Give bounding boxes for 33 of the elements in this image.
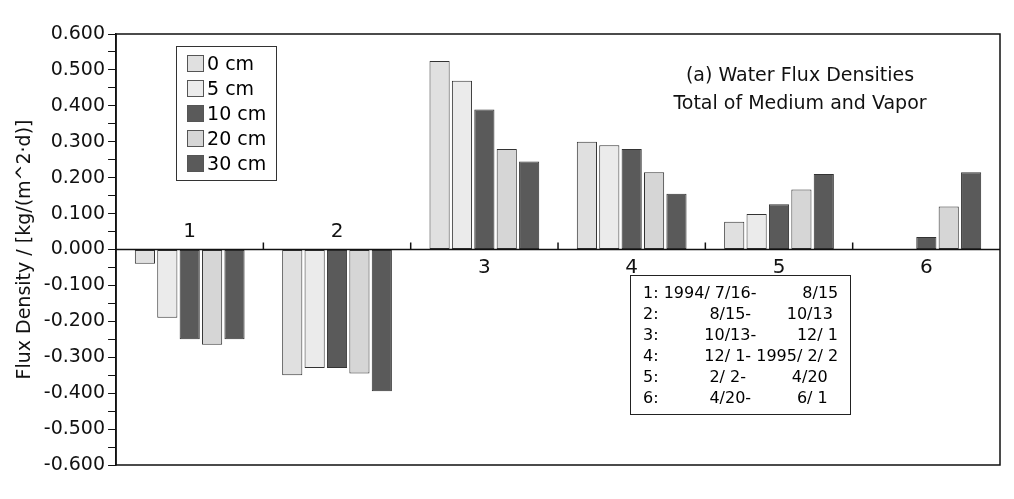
annotation: 6: 4/20- 6/ 1 [643,387,829,408]
y-tick-label: -0.400 [43,380,106,403]
y-tick-label: 0.100 [50,200,106,223]
x-tick-label: 3 [477,253,491,278]
y-tick-label: -0.300 [43,344,106,367]
y-tick-label: 0.200 [50,164,106,187]
x-tick-label: 6 [919,253,933,278]
y-tick-label: 0.300 [50,128,106,151]
legend-label: 0 cm [206,51,256,76]
y-tick-label: 0.400 [50,92,106,115]
legend-label: 5 cm [206,76,256,101]
x-tick-label: 5 [772,253,786,278]
y-axis-title: Flux Density / [kg/(m^2·d)] [12,119,35,380]
annotation: 5: 2/ 2- 4/20 [643,366,829,387]
y-tick-label: 0.500 [50,56,106,79]
annotation: 3: 10/13- 12/ 1 [643,324,839,345]
legend-label: 10 cm [206,101,267,126]
legend-label: 20 cm [206,126,267,151]
x-tick-label: 2 [330,217,344,242]
annotation: 4: 12/ 1- 1995/ 2/ 2 [643,345,839,366]
y-tick-label: -0.100 [43,272,106,295]
x-tick-label: 4 [625,253,639,278]
y-tick-label: -0.200 [43,308,106,331]
annotation: 2: 8/15- 10/13 [643,303,834,324]
x-tick-label: 1 [183,217,197,242]
text: Total of Medium and Vapor [672,90,928,115]
y-tick-label: 0.600 [50,20,106,43]
legend-label: 30 cm [206,151,267,176]
y-tick-label: 0.000 [50,236,106,259]
y-tick-label: -0.600 [43,451,106,474]
y-tick-label: -0.500 [43,416,106,439]
text: (a) Water Flux Densities [684,62,916,87]
annotation: 1: 1994/ 7/16- 8/15 [643,282,839,303]
